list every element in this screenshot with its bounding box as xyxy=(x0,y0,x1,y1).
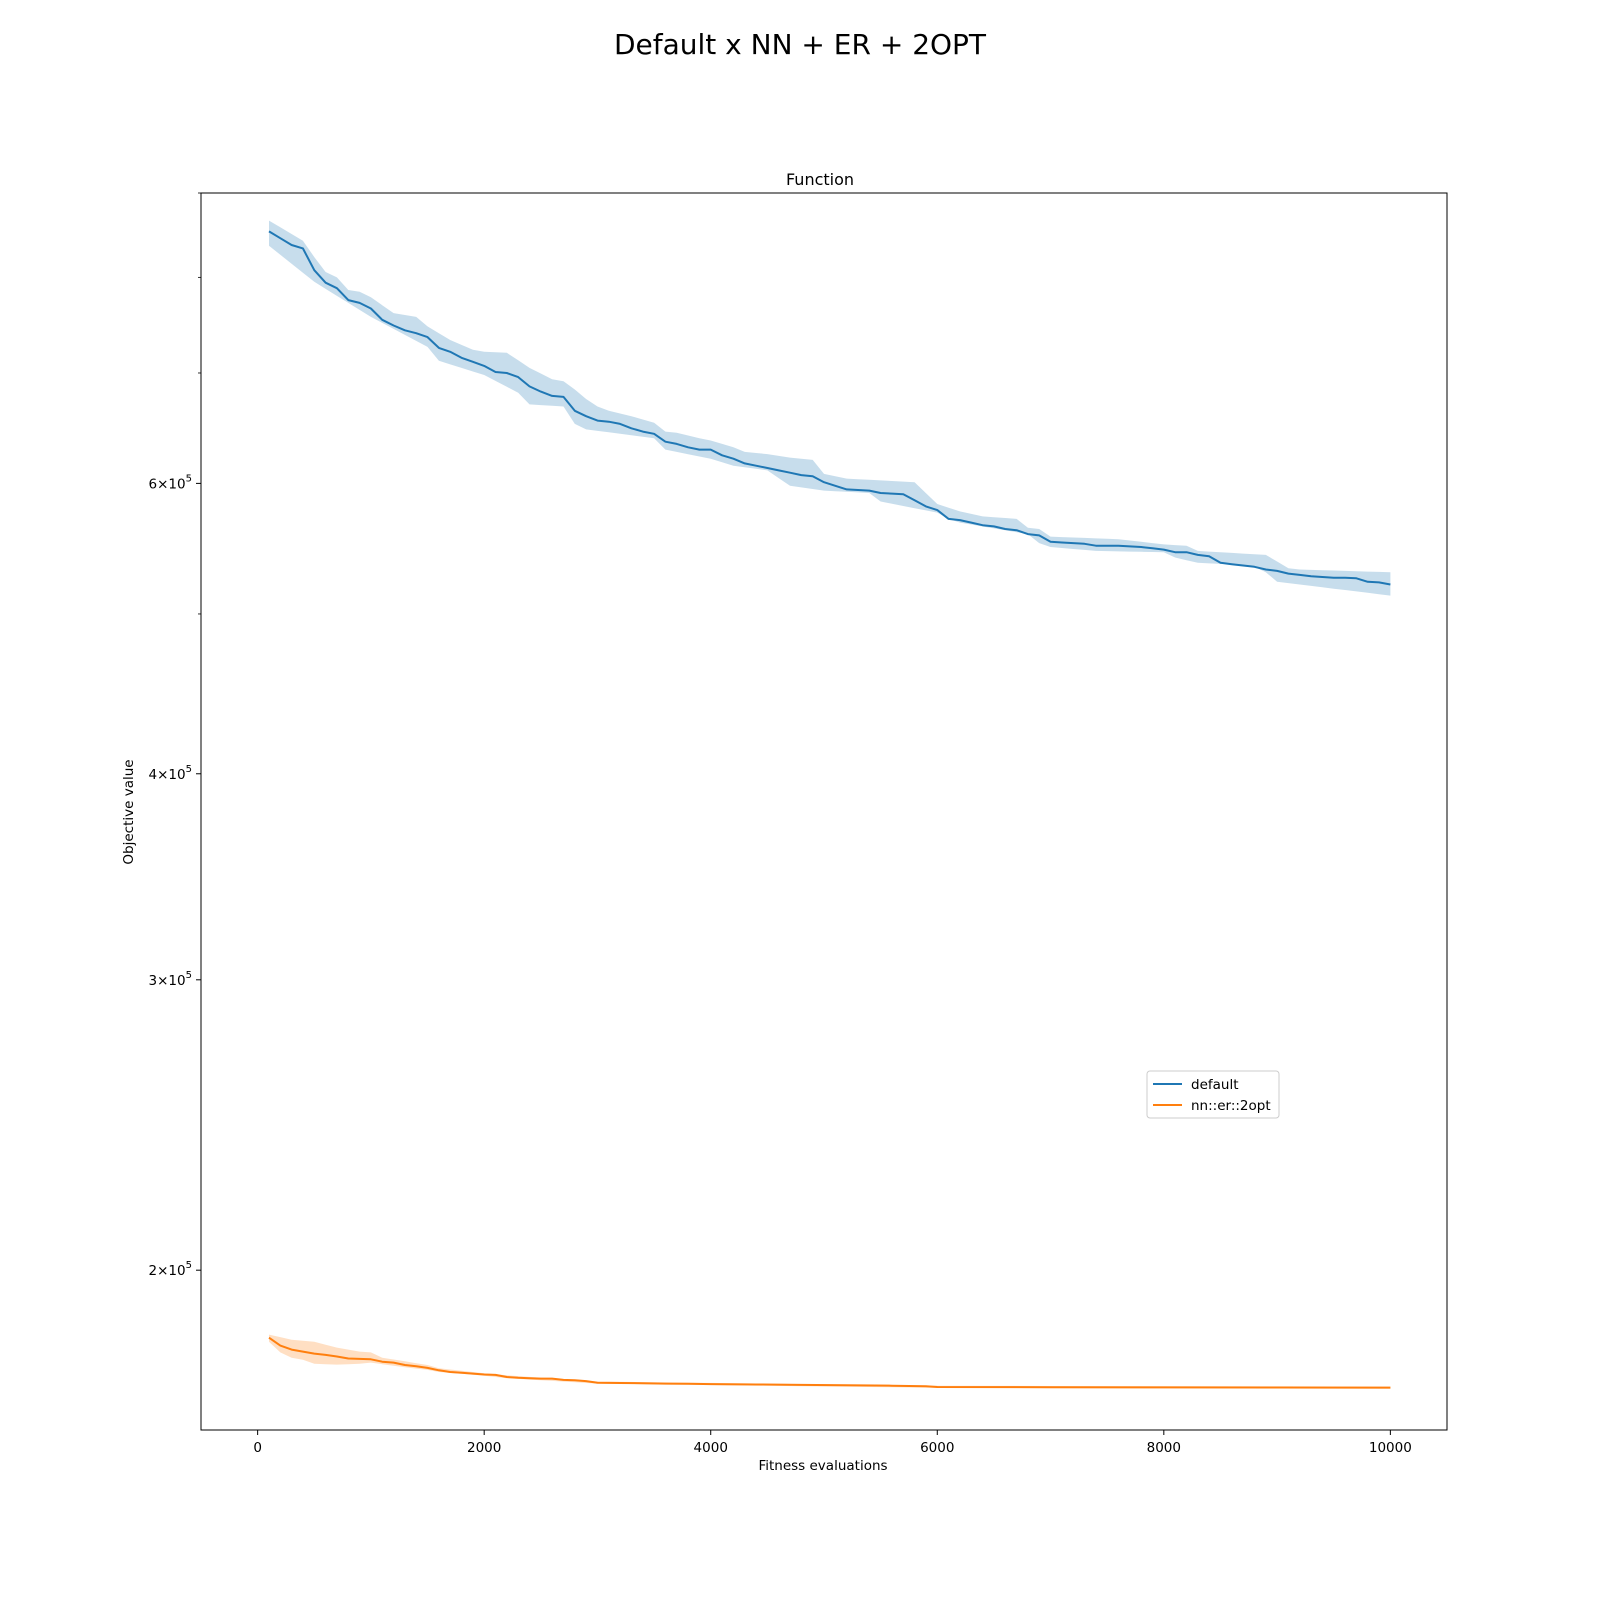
x-axis-label: Fitness evaluations xyxy=(758,1458,887,1474)
legend-label-1: nn::er::2opt xyxy=(1191,1098,1271,1114)
x-tick-label-1: 2000 xyxy=(467,1440,501,1456)
plot-area xyxy=(268,220,1391,1389)
x-tick-label-3: 6000 xyxy=(920,1440,954,1456)
x-tick-label-0: 0 xyxy=(253,1440,262,1456)
y-tick-label-2: 4×105 xyxy=(149,764,192,783)
axes-title: Function xyxy=(786,170,854,189)
axes-frame xyxy=(200,192,1448,1431)
series-line-1 xyxy=(268,1336,1391,1389)
y-tick-label-3: 6×105 xyxy=(149,473,192,492)
x-tick-label-2: 4000 xyxy=(694,1440,728,1456)
x-tick-label-4: 8000 xyxy=(1147,1440,1181,1456)
y-tick-label-1: 3×105 xyxy=(149,970,192,989)
figure-suptitle: Default x NN + ER + 2OPT xyxy=(614,28,987,61)
x-tick-label-5: 10000 xyxy=(1369,1440,1412,1456)
y-axis-label: Objective value xyxy=(121,759,137,864)
axes-layer: 0 2000 4000 6000 8000 10000 2×105 3×105 4×105 6×1… xyxy=(149,192,1448,1456)
y-tick-label-0: 2×105 xyxy=(149,1260,192,1279)
legend-box xyxy=(1146,1070,1280,1119)
series-line-0 xyxy=(268,230,1391,586)
legend-label-0: default xyxy=(1191,1077,1239,1093)
